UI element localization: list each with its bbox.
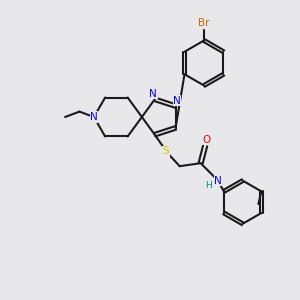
Text: N: N [149, 89, 157, 99]
Text: S: S [163, 146, 169, 156]
Text: Br: Br [198, 18, 210, 28]
Text: N: N [173, 96, 181, 106]
Text: N: N [214, 176, 222, 186]
Text: H: H [206, 181, 212, 190]
Text: O: O [202, 135, 211, 145]
Text: N: N [90, 112, 98, 122]
